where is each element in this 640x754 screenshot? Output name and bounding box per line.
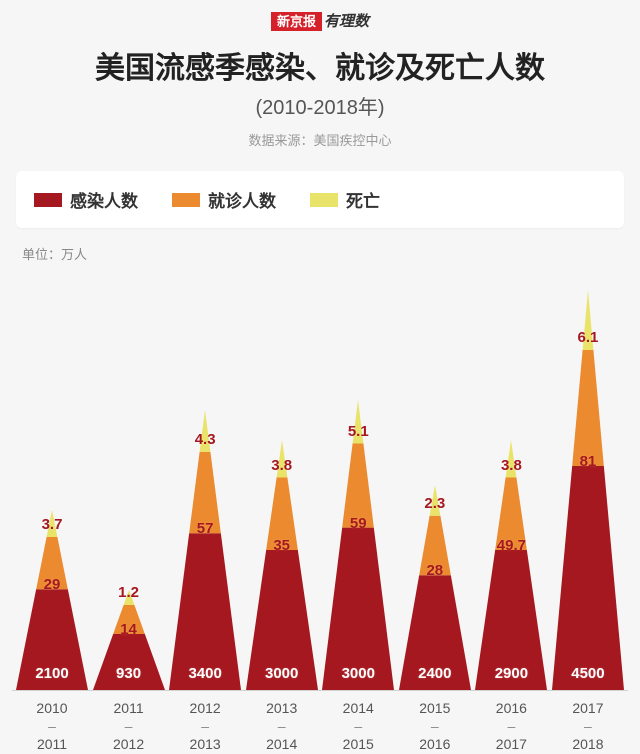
- value-infections: 3000: [342, 665, 375, 682]
- triangle-stack: 2.3 28 2400: [399, 485, 471, 690]
- page-title: 美国流感季感染、就诊及死亡人数: [0, 43, 640, 87]
- triangle-stack: 3.7 29 2100: [16, 510, 88, 690]
- legend-label: 就诊人数: [208, 187, 276, 212]
- triangle-stack: 1.2 14 930: [93, 590, 165, 690]
- x-axis-label: 2013–2014: [246, 699, 318, 754]
- legend-swatch-visits: [172, 193, 200, 207]
- legend-swatch-deaths: [310, 193, 338, 207]
- value-visits: 57: [197, 520, 214, 537]
- chart-area: 3.7 29 2100 1.2 14 930 4.3 57 3400: [12, 271, 628, 691]
- legend-swatch-infections: [34, 193, 62, 207]
- value-visits: 49.7: [497, 537, 526, 554]
- triangle-stack: 6.1 81 4500: [552, 290, 624, 690]
- legend-label: 感染人数: [70, 187, 138, 212]
- chart-column: 1.2 14 930: [93, 590, 165, 690]
- value-visits: 14: [120, 621, 137, 638]
- brand-script: 有理数: [324, 14, 369, 30]
- x-axis-label: 2017–2018: [552, 699, 624, 754]
- page-subtitle: (2010-2018年): [0, 91, 640, 120]
- x-axis-label: 2012–2013: [169, 699, 241, 754]
- triangle-stack: 5.1 59 3000: [322, 400, 394, 690]
- value-visits: 35: [273, 537, 290, 554]
- legend-item: 感染人数: [34, 187, 138, 212]
- value-infections: 930: [116, 665, 141, 682]
- triangle-stack: 4.3 57 3400: [169, 410, 241, 690]
- x-axis: 2010–20112011–20122012–20132013–20142014…: [0, 691, 640, 754]
- legend-item: 就诊人数: [172, 187, 276, 212]
- value-infections: 2100: [35, 665, 68, 682]
- bar-row: 3.7 29 2100 1.2 14 930 4.3 57 3400: [12, 290, 628, 690]
- value-infections: 2900: [495, 665, 528, 682]
- value-deaths: 3.7: [42, 516, 63, 533]
- chart-column: 3.7 29 2100: [16, 510, 88, 690]
- x-axis-label: 2010–2011: [16, 699, 88, 754]
- value-visits: 28: [426, 562, 443, 579]
- x-axis-label: 2011–2012: [93, 699, 165, 754]
- chart-column: 2.3 28 2400: [399, 485, 471, 690]
- value-infections: 4500: [571, 665, 604, 682]
- value-deaths: 3.8: [501, 457, 522, 474]
- value-infections: 3400: [188, 665, 221, 682]
- value-deaths: 1.2: [118, 584, 139, 601]
- value-deaths: 2.3: [424, 495, 445, 512]
- legend-item: 死亡: [310, 187, 380, 212]
- value-deaths: 3.8: [271, 457, 292, 474]
- value-visits: 59: [350, 515, 367, 532]
- triangle-stack: 3.8 49.7 2900: [475, 440, 547, 690]
- brand-bar: 新京报有理数: [0, 0, 640, 31]
- brand-red: 新京报: [271, 12, 322, 31]
- chart-column: 3.8 35 3000: [246, 440, 318, 690]
- value-deaths: 6.1: [578, 329, 599, 346]
- triangle-stack: 3.8 35 3000: [246, 440, 318, 690]
- x-axis-label: 2015–2016: [399, 699, 471, 754]
- data-source: 数据来源：美国疾控中心: [0, 130, 640, 149]
- value-deaths: 5.1: [348, 423, 369, 440]
- value-deaths: 4.3: [195, 431, 216, 448]
- x-axis-label: 2016–2017: [475, 699, 547, 754]
- legend-label: 死亡: [346, 187, 380, 212]
- chart-column: 5.1 59 3000: [322, 400, 394, 690]
- unit-label: 单位：万人: [22, 244, 640, 263]
- value-visits: 29: [44, 576, 61, 593]
- chart-column: 4.3 57 3400: [169, 410, 241, 690]
- value-visits: 81: [580, 453, 597, 470]
- value-infections: 2400: [418, 665, 451, 682]
- legend: 感染人数 就诊人数 死亡: [16, 171, 624, 228]
- chart-column: 6.1 81 4500: [552, 290, 624, 690]
- value-infections: 3000: [265, 665, 298, 682]
- x-axis-label: 2014–2015: [322, 699, 394, 754]
- chart-column: 3.8 49.7 2900: [475, 440, 547, 690]
